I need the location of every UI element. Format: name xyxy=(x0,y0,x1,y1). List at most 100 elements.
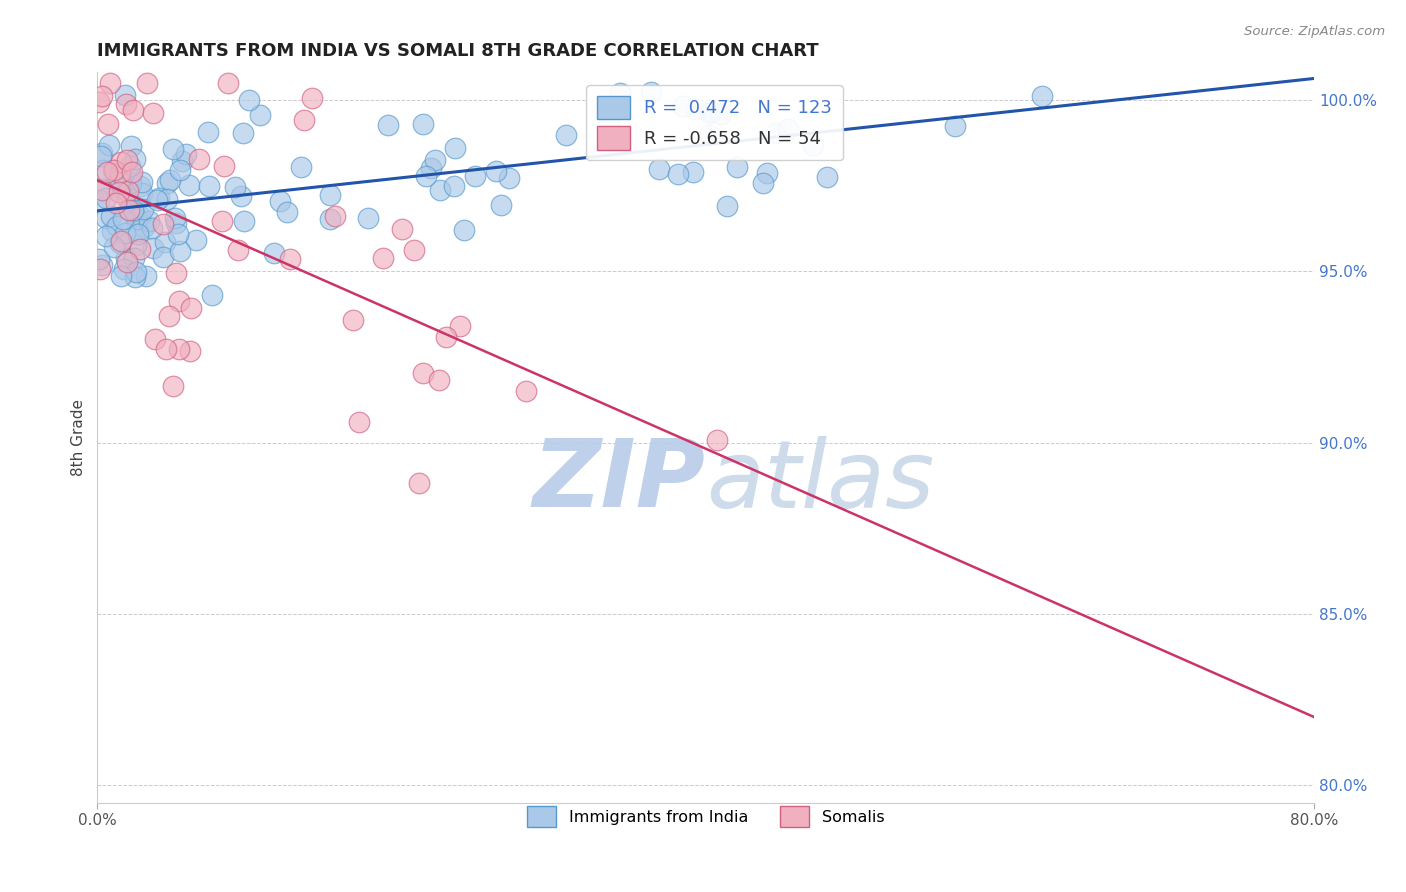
Point xyxy=(94,229,117,244)
Point xyxy=(124,270,146,285)
Point xyxy=(554,128,576,142)
Point xyxy=(197,125,219,139)
Point xyxy=(699,128,721,143)
Point xyxy=(278,252,301,267)
Point xyxy=(152,250,174,264)
Point xyxy=(179,178,201,192)
Point xyxy=(598,117,620,131)
Point xyxy=(419,161,441,175)
Point xyxy=(122,251,145,265)
Point xyxy=(170,153,193,168)
Point xyxy=(142,106,165,120)
Point xyxy=(186,234,208,248)
Point xyxy=(609,87,631,101)
Point xyxy=(408,475,430,490)
Point xyxy=(108,174,131,188)
Point xyxy=(429,183,451,197)
Point xyxy=(103,240,125,254)
Point xyxy=(118,203,141,218)
Point xyxy=(134,219,156,234)
Point xyxy=(108,181,131,195)
Point xyxy=(515,384,537,398)
Point xyxy=(180,301,202,316)
Point xyxy=(342,313,364,327)
Point xyxy=(91,88,114,103)
Point xyxy=(292,112,315,127)
Point xyxy=(96,191,118,205)
Point xyxy=(90,149,112,163)
Point xyxy=(115,97,138,112)
Point xyxy=(135,268,157,283)
Point xyxy=(276,204,298,219)
Point xyxy=(125,238,148,252)
Point xyxy=(163,211,186,225)
Point xyxy=(142,241,165,255)
Point xyxy=(90,258,112,272)
Point xyxy=(391,222,413,236)
Point xyxy=(131,202,153,216)
Point xyxy=(141,221,163,235)
Point xyxy=(124,152,146,166)
Point xyxy=(318,212,340,227)
Point xyxy=(125,212,148,227)
Point xyxy=(165,266,187,280)
Point xyxy=(107,165,129,179)
Point xyxy=(751,176,773,190)
Point xyxy=(290,160,312,174)
Y-axis label: 8th Grade: 8th Grade xyxy=(72,399,86,476)
Point xyxy=(377,118,399,132)
Point xyxy=(120,139,142,153)
Point xyxy=(232,214,254,228)
Point xyxy=(110,234,132,248)
Point xyxy=(91,183,114,197)
Point xyxy=(100,210,122,224)
Point xyxy=(108,167,131,181)
Point xyxy=(162,379,184,393)
Point xyxy=(155,342,177,356)
Point xyxy=(89,262,111,277)
Point xyxy=(198,178,221,193)
Point xyxy=(96,165,118,179)
Point xyxy=(111,211,134,226)
Point xyxy=(121,197,143,211)
Point xyxy=(706,433,728,447)
Point xyxy=(146,193,169,207)
Point xyxy=(110,236,132,251)
Point xyxy=(148,191,170,205)
Point xyxy=(90,146,112,161)
Point xyxy=(115,255,138,269)
Point xyxy=(169,294,191,309)
Point xyxy=(1031,89,1053,103)
Point xyxy=(114,252,136,266)
Point xyxy=(776,121,799,136)
Point xyxy=(232,126,254,140)
Point xyxy=(107,186,129,200)
Point xyxy=(110,154,132,169)
Point xyxy=(443,179,465,194)
Point xyxy=(127,224,149,238)
Point xyxy=(121,165,143,179)
Point xyxy=(129,243,152,257)
Point xyxy=(87,193,110,207)
Point xyxy=(427,373,450,387)
Point xyxy=(702,104,724,119)
Text: IMMIGRANTS FROM INDIA VS SOMALI 8TH GRADE CORRELATION CHART: IMMIGRANTS FROM INDIA VS SOMALI 8TH GRAD… xyxy=(97,42,818,60)
Point xyxy=(120,177,142,191)
Point xyxy=(105,169,128,184)
Point xyxy=(672,99,695,113)
Point xyxy=(98,76,121,90)
Point xyxy=(103,163,125,178)
Point xyxy=(157,309,180,323)
Point xyxy=(323,209,346,223)
Point xyxy=(115,153,138,168)
Point xyxy=(801,138,824,153)
Point xyxy=(945,119,967,133)
Point xyxy=(176,147,198,161)
Point xyxy=(640,85,662,99)
Point xyxy=(122,206,145,220)
Point xyxy=(114,88,136,103)
Point xyxy=(716,199,738,213)
Point xyxy=(214,160,236,174)
Text: atlas: atlas xyxy=(706,436,934,527)
Point xyxy=(155,176,177,190)
